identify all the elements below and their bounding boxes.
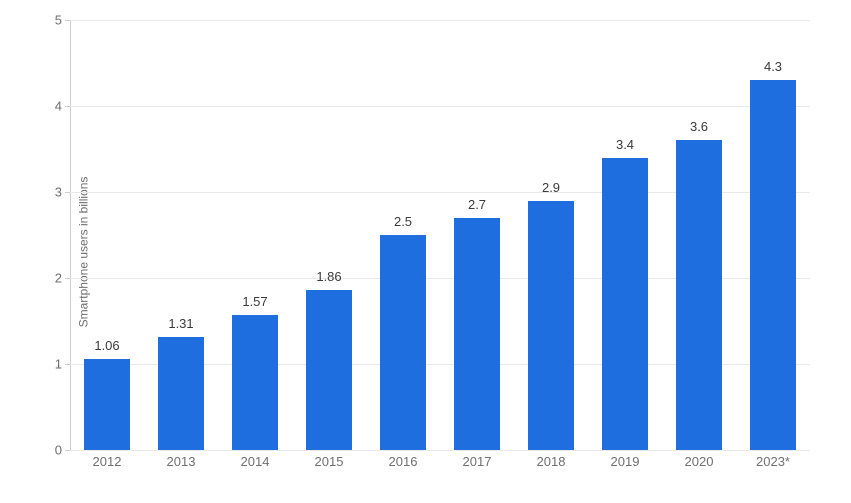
bar-value-label: 2.5 — [394, 214, 412, 229]
bar: 1.86 — [306, 290, 352, 450]
x-axis-label: 2023* — [736, 454, 810, 469]
bar: 2.7 — [454, 218, 500, 450]
plot-area: 012345 1.061.311.571.862.52.72.93.43.64.… — [70, 20, 810, 450]
bar-value-label: 1.86 — [316, 269, 341, 284]
x-axis-label: 2017 — [440, 454, 514, 469]
x-axis-label: 2018 — [514, 454, 588, 469]
y-tick-label: 0 — [55, 443, 62, 458]
bar-value-label: 3.4 — [616, 137, 634, 152]
bar: 3.4 — [602, 158, 648, 450]
bar-slot: 2.5 — [366, 20, 440, 450]
x-axis-label: 2016 — [366, 454, 440, 469]
bar: 4.3 — [750, 80, 796, 450]
bar-value-label: 1.57 — [242, 294, 267, 309]
x-axis-label: 2013 — [144, 454, 218, 469]
y-tick-label: 5 — [55, 13, 62, 28]
bar-slot: 1.57 — [218, 20, 292, 450]
bar-value-label: 3.6 — [690, 119, 708, 134]
bar: 1.06 — [84, 359, 130, 450]
bar-slot: 1.31 — [144, 20, 218, 450]
bar-value-label: 2.7 — [468, 197, 486, 212]
bar: 1.57 — [232, 315, 278, 450]
y-tick-label: 1 — [55, 357, 62, 372]
bar-value-label: 1.31 — [168, 316, 193, 331]
x-axis-label: 2014 — [218, 454, 292, 469]
bar-slot: 2.7 — [440, 20, 514, 450]
y-tick-mark — [65, 450, 70, 451]
bar-slot: 3.4 — [588, 20, 662, 450]
gridline — [70, 450, 810, 451]
x-axis-label: 2015 — [292, 454, 366, 469]
bar-slot: 4.3 — [736, 20, 810, 450]
y-tick-label: 4 — [55, 99, 62, 114]
bar-slot: 2.9 — [514, 20, 588, 450]
bars-layer: 1.06 1.31 1.57 1.86 2.5 2.7 2.9 3.4 3.6 4.3 — [70, 20, 810, 450]
bar: 3.6 — [676, 140, 722, 450]
bar-value-label: 4.3 — [764, 59, 782, 74]
y-tick-label: 2 — [55, 271, 62, 286]
bar: 2.5 — [380, 235, 426, 450]
y-tick-label: 3 — [55, 185, 62, 200]
bar-value-label: 2.9 — [542, 180, 560, 195]
x-axis-label: 2020 — [662, 454, 736, 469]
x-axis-label: 2012 — [70, 454, 144, 469]
bar: 2.9 — [528, 201, 574, 450]
x-axis-label: 2019 — [588, 454, 662, 469]
bar: 1.31 — [158, 337, 204, 450]
bar-slot: 3.6 — [662, 20, 736, 450]
bar-slot: 1.86 — [292, 20, 366, 450]
x-axis-labels: 2012201320142015201620172018201920202023… — [70, 454, 810, 469]
bar-slot: 1.06 — [70, 20, 144, 450]
bar-value-label: 1.06 — [94, 338, 119, 353]
chart-container: Smartphone users in billions 012345 1.06… — [0, 0, 851, 503]
